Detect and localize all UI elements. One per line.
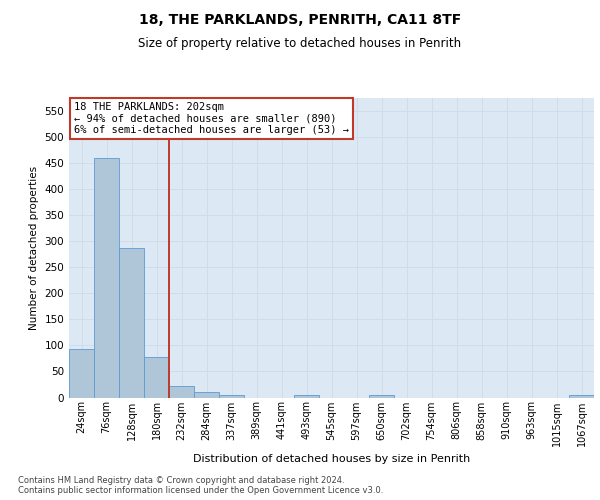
- Text: 18, THE PARKLANDS, PENRITH, CA11 8TF: 18, THE PARKLANDS, PENRITH, CA11 8TF: [139, 12, 461, 26]
- Text: Size of property relative to detached houses in Penrith: Size of property relative to detached ho…: [139, 38, 461, 51]
- Bar: [94, 158, 119, 398]
- Bar: [194, 392, 219, 398]
- Bar: [369, 395, 394, 398]
- Bar: [69, 349, 94, 398]
- Bar: [219, 395, 244, 398]
- Text: Contains HM Land Registry data © Crown copyright and database right 2024.
Contai: Contains HM Land Registry data © Crown c…: [18, 476, 383, 495]
- Y-axis label: Number of detached properties: Number of detached properties: [29, 166, 39, 330]
- Bar: [169, 386, 194, 398]
- Text: 18 THE PARKLANDS: 202sqm
← 94% of detached houses are smaller (890)
6% of semi-d: 18 THE PARKLANDS: 202sqm ← 94% of detach…: [74, 102, 349, 135]
- Bar: [144, 357, 169, 398]
- Bar: [569, 395, 594, 398]
- X-axis label: Distribution of detached houses by size in Penrith: Distribution of detached houses by size …: [193, 454, 470, 464]
- Bar: [294, 395, 319, 398]
- Bar: [119, 248, 144, 398]
